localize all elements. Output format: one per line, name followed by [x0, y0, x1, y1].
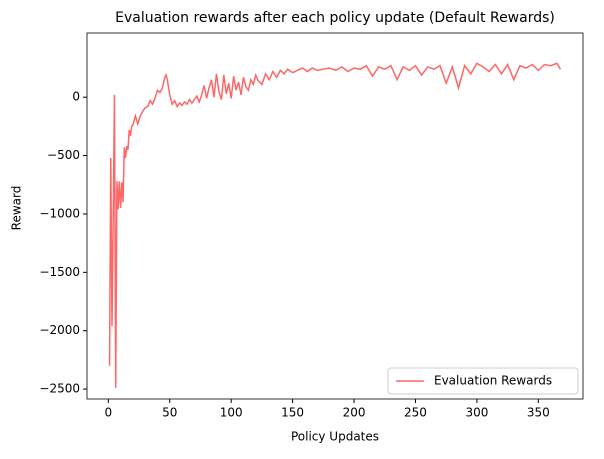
- x-tick-label: 0: [104, 406, 112, 420]
- x-tick-label: 300: [465, 406, 488, 420]
- x-axis-label: Policy Updates: [291, 430, 379, 444]
- x-tick-label: 50: [162, 406, 177, 420]
- y-tick-label: −2500: [39, 382, 80, 396]
- x-tick-label: 250: [404, 406, 427, 420]
- x-tick-label: 150: [281, 406, 304, 420]
- x-tick-label: 100: [220, 406, 243, 420]
- legend-label: Evaluation Rewards: [434, 374, 552, 388]
- y-axis-label: Reward: [10, 186, 24, 231]
- y-tick-label: 0: [72, 90, 80, 104]
- y-tick-label: −2000: [39, 323, 80, 337]
- plot-frame: [86, 32, 584, 400]
- x-tick-label: 200: [343, 406, 366, 420]
- chart-title: Evaluation rewards after each policy upd…: [115, 10, 555, 26]
- y-tick-label: −1500: [39, 265, 80, 279]
- y-tick-label: −1000: [39, 206, 80, 220]
- x-tick-label: 350: [527, 406, 550, 420]
- series-line: [108, 62, 562, 388]
- y-tick-label: −500: [47, 148, 80, 162]
- legend-box: [387, 367, 579, 395]
